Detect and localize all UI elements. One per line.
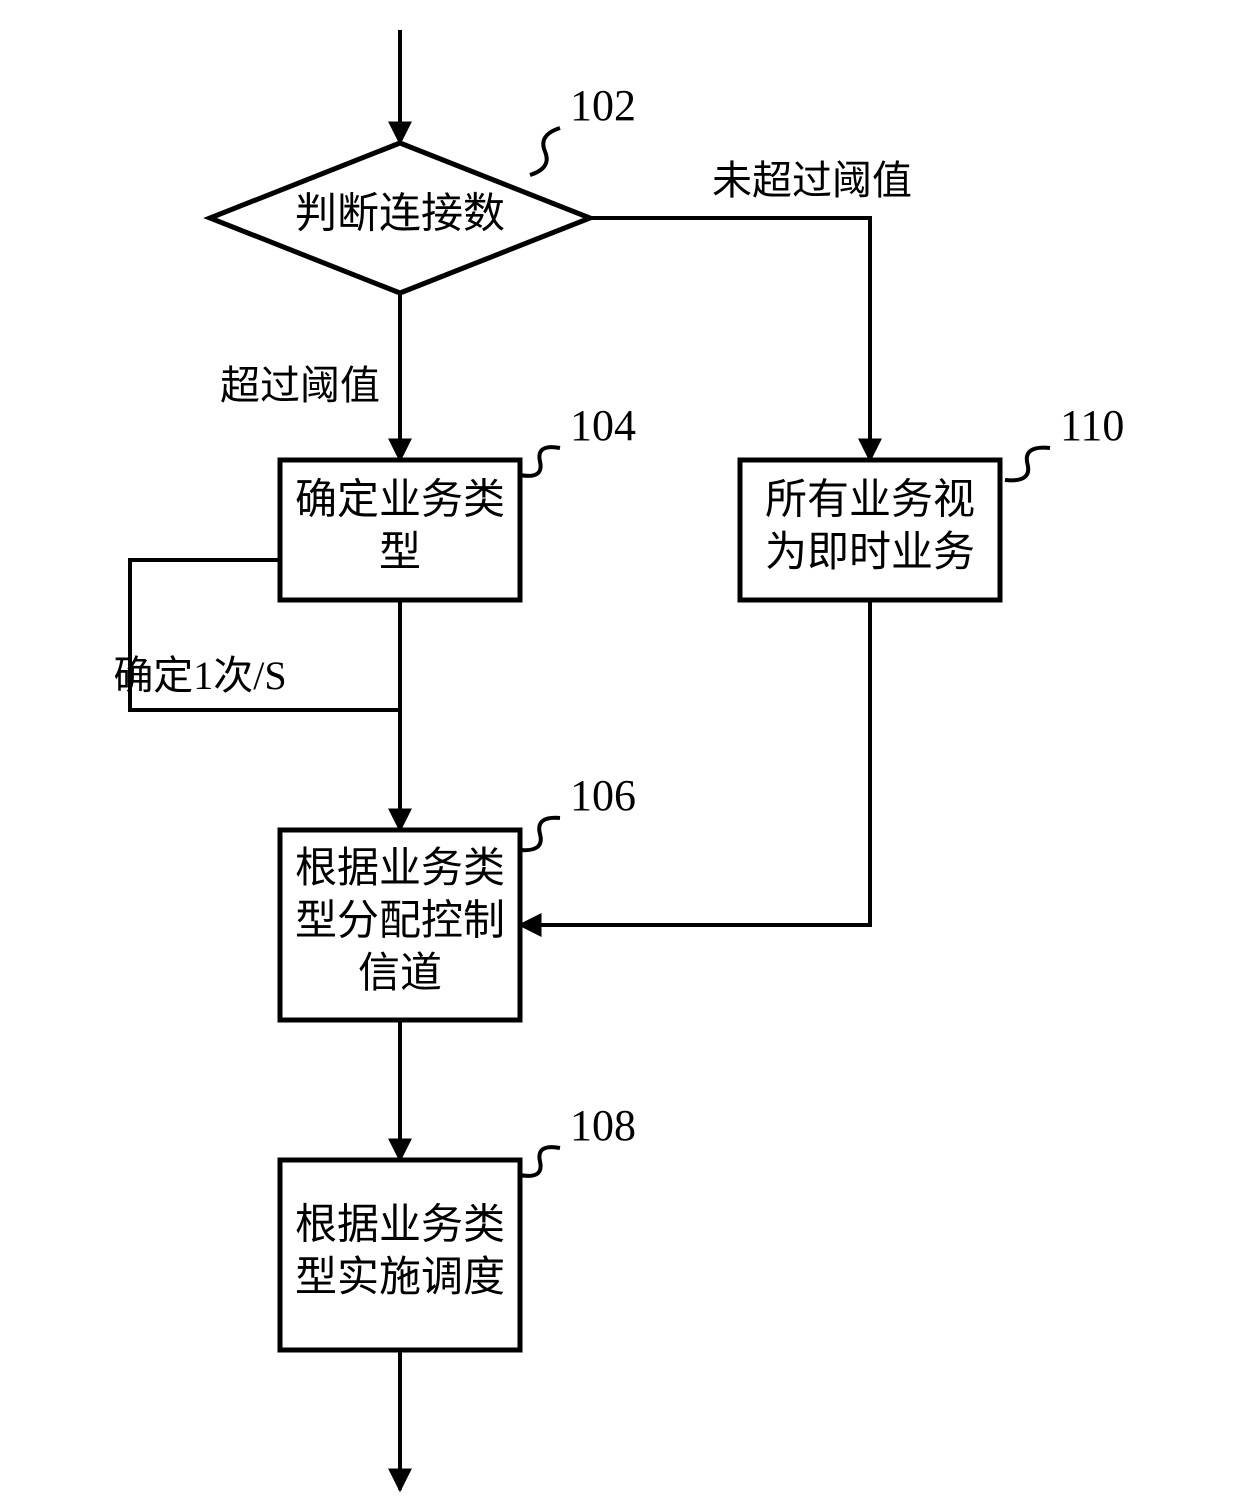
node-n106: 根据业务类型分配控制信道 106: [280, 771, 636, 1020]
ref-n104: 104: [570, 401, 636, 450]
node-text-decision-0: 判断连接数: [295, 192, 505, 238]
node-text-n110-1: 为即时业务: [765, 530, 975, 576]
node-n104: 确定业务类型 104: [280, 401, 636, 600]
node-n110: 所有业务视为即时业务 110: [740, 401, 1124, 600]
ref-n106: 106: [570, 771, 636, 820]
edge-label-loop_104: 确定1次/S: [113, 653, 286, 698]
node-text-n106-1: 型分配控制: [295, 899, 505, 945]
node-text-n110-0: 所有业务视: [765, 477, 975, 523]
node-text-n104-0: 确定业务类: [295, 476, 505, 523]
node-text-n104-1: 型: [379, 530, 421, 576]
node-text-n106-2: 信道: [358, 951, 442, 997]
edge-label-dec_to_104: 超过阈值: [220, 363, 380, 408]
node-text-n108-1: 型实施调度: [295, 1254, 505, 1301]
node-text-n108-0: 根据业务类: [295, 1202, 505, 1248]
node-decision: 判断连接数 102: [210, 81, 636, 293]
node-n108: 根据业务类型实施调度 108: [280, 1101, 636, 1350]
node-text-n106-0: 根据业务类: [295, 846, 505, 892]
ref-decision: 102: [570, 81, 636, 130]
ref-n110: 110: [1060, 401, 1124, 450]
flowchart: 超过阈值 未超过阈值确定1次/S 判断连接数 102 确定业务类型 104 所有业务视为即时…: [0, 0, 1240, 1512]
ref-n108: 108: [570, 1101, 636, 1150]
edge-label-dec_to_110: 未超过阈值: [712, 158, 912, 203]
edge-110_to_106: [520, 600, 870, 925]
